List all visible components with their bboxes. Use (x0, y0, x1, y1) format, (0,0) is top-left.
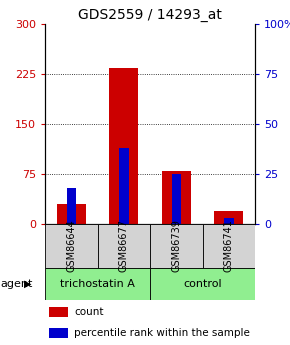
Bar (97, 224, 150, 267)
Bar (57, 204, 86, 224)
Bar (45, 267, 150, 300)
Bar (172, 174, 181, 224)
Text: GSM86739: GSM86739 (171, 219, 181, 272)
Text: GSM86741: GSM86741 (224, 219, 234, 272)
Bar (66, 188, 76, 224)
Title: GDS2559 / 14293_at: GDS2559 / 14293_at (78, 8, 222, 22)
Text: GSM86644: GSM86644 (66, 219, 76, 272)
Bar (203, 224, 255, 267)
Text: count: count (74, 307, 104, 317)
Text: trichostatin A: trichostatin A (60, 279, 135, 289)
Text: ▶: ▶ (24, 279, 32, 289)
Bar (215, 211, 243, 224)
Text: GSM86677: GSM86677 (119, 219, 129, 273)
Bar (224, 218, 234, 224)
Text: percentile rank within the sample: percentile rank within the sample (74, 328, 250, 338)
Bar (119, 148, 128, 224)
Text: control: control (183, 279, 222, 289)
Bar (150, 267, 255, 300)
Bar (109, 68, 138, 224)
Bar (150, 224, 203, 267)
Bar (49, 328, 68, 338)
Bar (162, 171, 191, 224)
Text: agent: agent (0, 279, 32, 289)
Bar (45, 224, 97, 267)
Bar (49, 307, 68, 317)
